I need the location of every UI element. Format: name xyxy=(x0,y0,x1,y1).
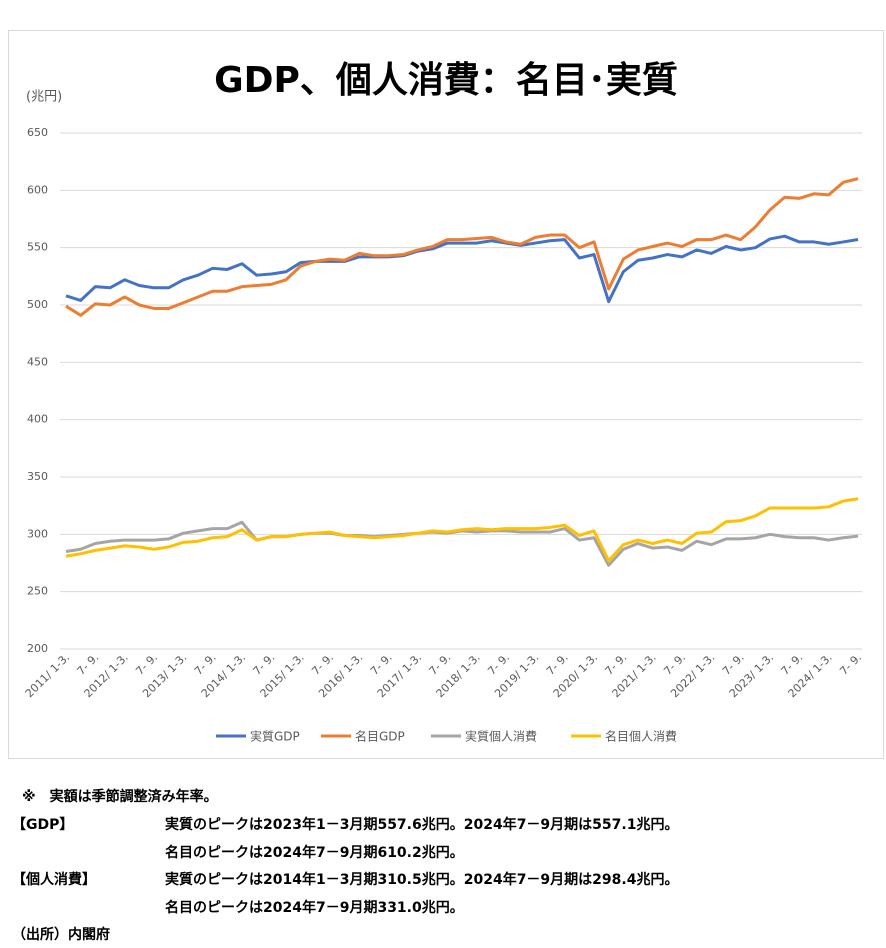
legend-label: 名目個人消費 xyxy=(605,729,677,744)
line-series xyxy=(65,177,859,317)
line-series xyxy=(65,497,859,563)
y-unit: (兆円) xyxy=(26,90,62,105)
y-tick-label: 600 xyxy=(27,183,48,196)
y-tick-label: 550 xyxy=(27,241,48,254)
y-tick-label: 350 xyxy=(27,470,48,483)
note-label: 【GDP】 xyxy=(12,817,74,833)
y-tick-label: 450 xyxy=(27,355,48,368)
legend-label: 名目GDP xyxy=(355,729,405,744)
y-tick-label: 250 xyxy=(27,585,48,598)
chart-frame xyxy=(8,30,884,759)
chart: GDP、個人消費：名目･実質 (兆円) 200 250 300 350 400 450 50… xyxy=(8,30,884,759)
note-text: 実質のピークは2014年1－3月期310.5兆円。2024年7－9月期は298.… xyxy=(165,872,679,888)
note-basis: ※ 実額は季節調整済み年率。 xyxy=(22,789,218,805)
chart-title: GDP、個人消費：名目･実質 xyxy=(214,60,678,101)
y-tick-label: 500 xyxy=(27,298,48,311)
note-text: 名目のピークは2024年7－9月期610.2兆円。 xyxy=(165,845,464,861)
y-tick-label: 200 xyxy=(27,642,48,655)
legend-label: 実質GDP xyxy=(250,729,300,744)
note-source: （出所）内閣府 xyxy=(12,927,110,943)
legend-label: 実質個人消費 xyxy=(465,729,537,744)
y-tick-label: 400 xyxy=(27,413,48,426)
y-tick-label: 300 xyxy=(27,527,48,540)
note-text: 実質のピークは2023年1－3月期557.6兆円。2024年7－9月期は557.… xyxy=(165,817,679,833)
note-text: 名目のピークは2024年7－9月期331.0兆円。 xyxy=(165,900,464,916)
line-series xyxy=(65,234,859,304)
note-label: 【個人消費】 xyxy=(12,872,96,888)
y-tick-label: 650 xyxy=(27,126,48,139)
